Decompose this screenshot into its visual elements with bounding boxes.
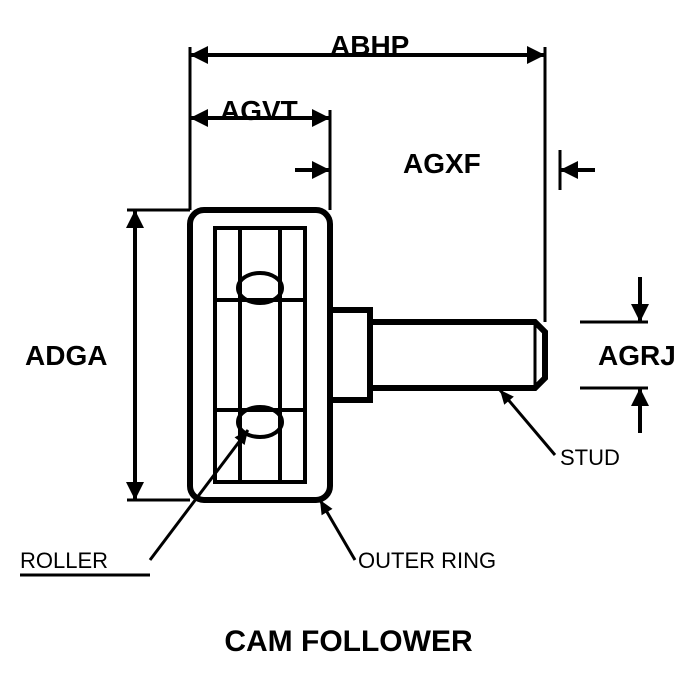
dim-agrj-label: AGRJ	[598, 340, 676, 372]
dim-agxf-label: AGXF	[403, 148, 481, 180]
part-outer-ring-label: OUTER RING	[358, 548, 496, 574]
dim-agvt-label: AGVT	[220, 95, 298, 127]
title-label: CAM FOLLOWER	[0, 625, 697, 659]
diagram-canvas: ABHP AGVT AGXF ADGA AGRJ STUD OUTER RING…	[0, 0, 697, 689]
dim-adga-label: ADGA	[25, 340, 107, 372]
part-stud-label: STUD	[560, 445, 620, 471]
dim-abhp-label: ABHP	[330, 30, 409, 62]
part-roller-label: ROLLER	[20, 548, 108, 574]
